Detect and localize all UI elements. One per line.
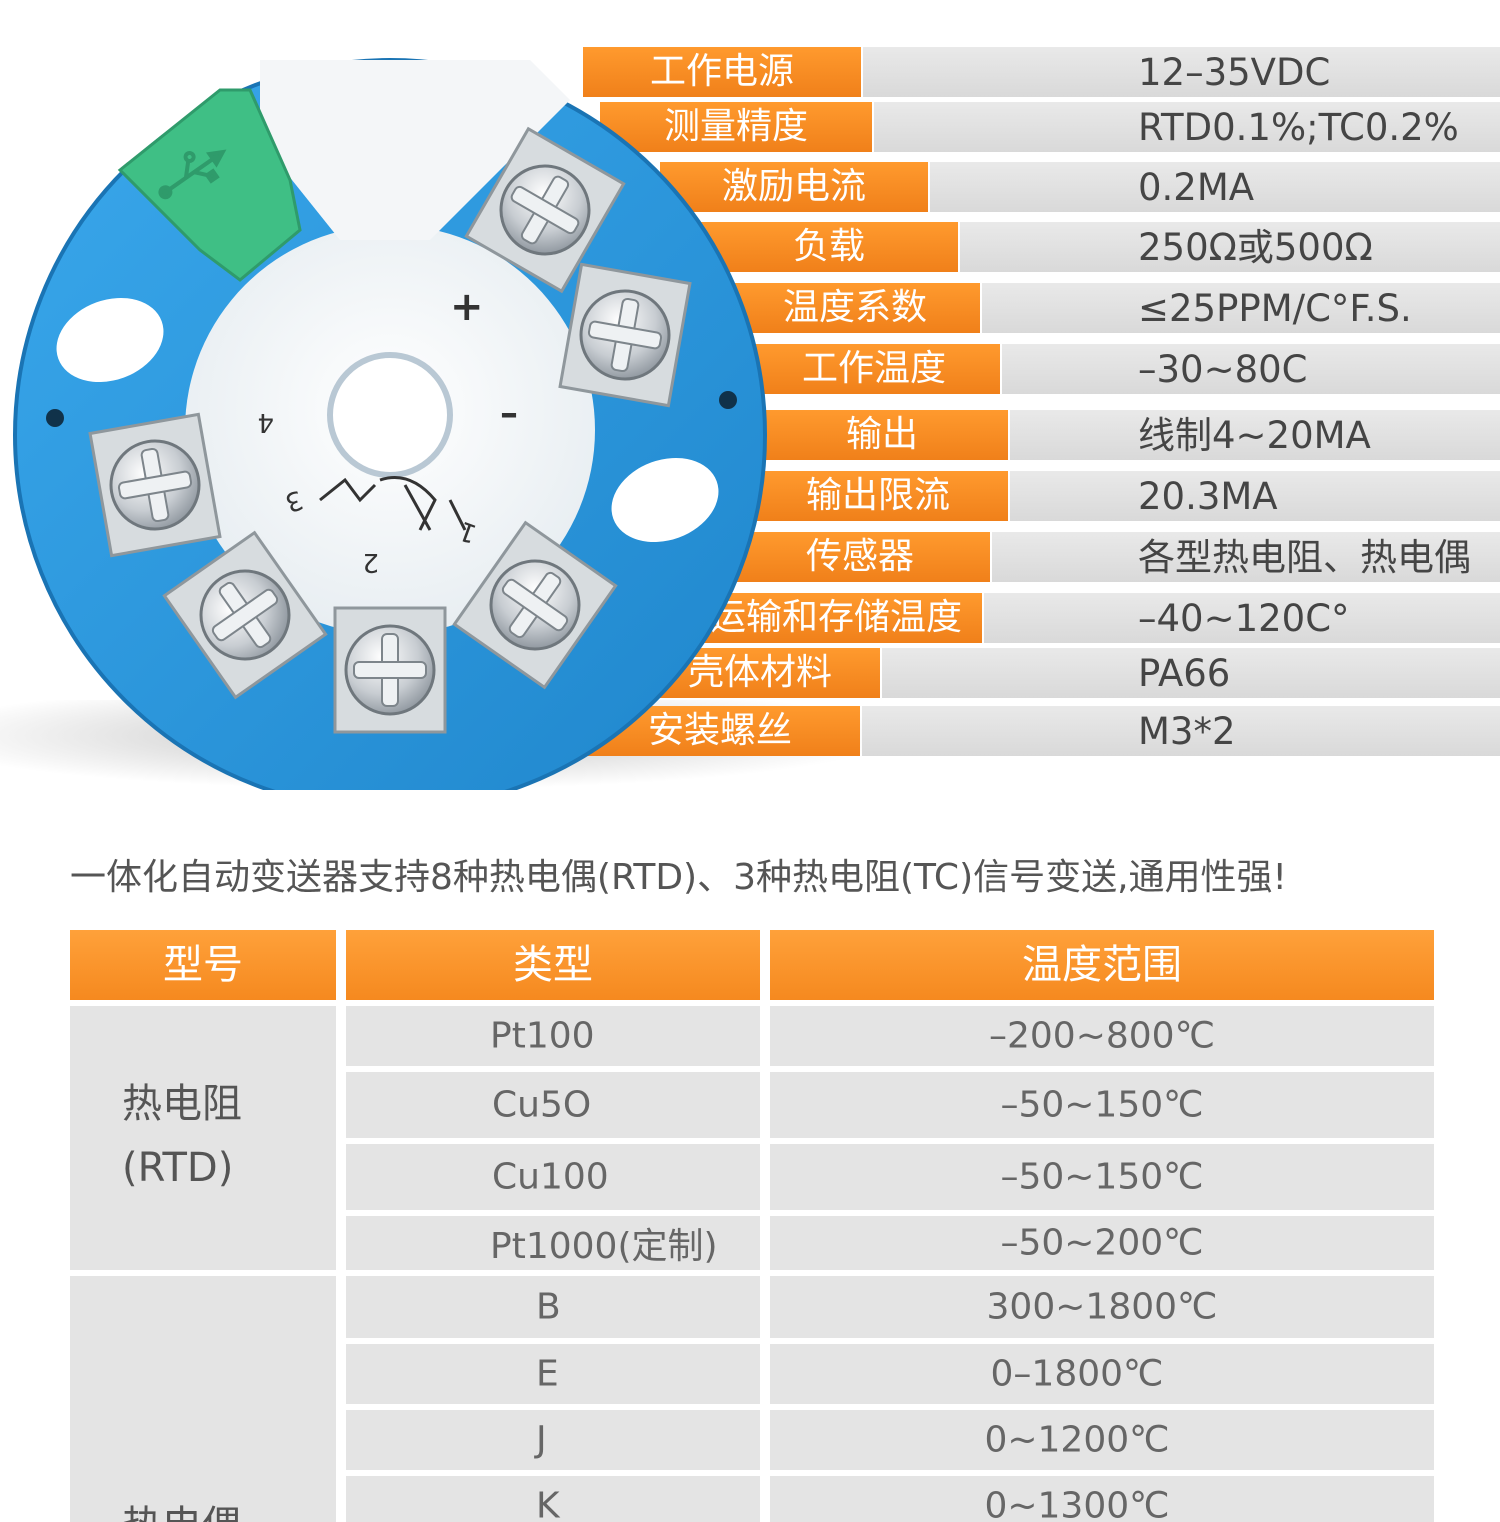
spec-label: 运输和存储温度 [690,593,982,643]
terminal-5 [333,606,447,734]
cell-range: 0~1300℃ [984,1485,1170,1522]
center-hole [327,352,453,478]
cell-range: 300~1800℃ [986,1286,1218,1328]
spec-section: 工作电源 12–35VDC 测量精度 RTD0.1%;TC0.2% 激励电流 0… [0,47,1500,790]
table-row: Pt100 –200~800℃ [346,1006,1434,1066]
spec-value: 250Ω或500Ω [1138,226,1373,269]
spec-row-output: 输出 线制4~20MA [756,410,1500,460]
table-group-rtd: 热电阻 (RTD) [70,1006,336,1270]
spec-label: 输出限流 [748,471,1008,521]
cell-range: –200~800℃ [988,1015,1216,1057]
terminal-3 [88,412,222,558]
spec-value: –40~120C° [1138,597,1350,640]
spec-value: –30~80C [1138,348,1308,391]
spec-value: 12–35VDC [1138,51,1331,94]
terminal-mark-plus: + [450,284,484,330]
spec-row-working-temp: 工作温度 –30~80C [748,344,1500,394]
wiring-symbol-icon [319,476,467,531]
spec-row-sensor: 传感器 各型热电阻、热电偶 [730,532,1500,582]
terminal-6 [452,520,618,690]
terminal-2 [558,262,692,408]
cell-type: Cu5O [492,1084,592,1126]
caption-text: 一体化自动变送器支持8种热电偶(RTD)、3种热电阻(TC)信号变送,通用性强! [70,857,1287,898]
sensor-range-table: 型号 类型 温度范围 热电阻 (RTD) Pt100 –200~800℃ Cu5… [70,930,1434,1522]
cell-type: Pt1000(定制) [490,1226,718,1267]
spec-value: M3*2 [1138,710,1236,753]
spec-value: 各型热电阻、热电偶 [1138,536,1471,579]
group-label-line1: 热电阻 [122,1081,242,1127]
spec-label: 负载 [700,222,958,272]
spec-value: 20.3MA [1138,475,1278,518]
cell-range: 0–1800℃ [990,1353,1164,1395]
table-row: Cu5O –50~150℃ [346,1072,1434,1138]
spec-value: RTD0.1%;TC0.2% [1138,106,1459,149]
spec-row-load: 负载 250Ω或500Ω [700,222,1500,272]
cell-range: 0~1200℃ [984,1419,1170,1461]
terminal-mark-minus: – [500,393,518,434]
spec-label: 输出 [756,410,1008,460]
spec-label: 测量精度 [600,102,872,152]
table-row: K 0~1300℃ [346,1476,1434,1522]
spec-row-temp-coefficient: 温度系数 ≤25PPM/C°F.S. [730,283,1500,333]
spec-row-storage-temp: 运输和存储温度 –40~120C° [690,593,1500,643]
table-header-model: 型号 [70,930,336,1000]
table-group-tc: 热电偶 [70,1276,336,1522]
spec-label: 激励电流 [660,162,928,212]
cell-range: –50~150℃ [1000,1084,1204,1126]
usb-cover [117,88,302,282]
spec-label: 工作电源 [583,47,861,97]
spec-label: 传感器 [730,532,990,582]
spec-row-excitation: 激励电流 0.2MA [660,162,1500,212]
cell-type: Cu100 [492,1156,609,1198]
spec-row-accuracy: 测量精度 RTD0.1%;TC0.2% [600,102,1500,152]
terminal-1 [464,126,626,294]
cell-type: Pt100 [490,1015,595,1057]
spec-label: 温度系数 [730,283,980,333]
mounting-slot-right [611,457,719,543]
spec-value: PA66 [1138,652,1231,695]
cell-range: –50~150℃ [1000,1156,1204,1198]
cell-type: J [536,1419,547,1461]
cell-range: –50~200℃ [1000,1222,1204,1264]
table-header-type: 类型 [346,930,760,1000]
spec-row-power: 工作电源 12–35VDC [583,47,1500,97]
cell-type: K [536,1485,560,1522]
spec-value: ≤25PPM/C°F.S. [1138,287,1412,330]
table-row: J 0~1200℃ [346,1410,1434,1470]
table-row: Pt1000(定制) –50~200℃ [346,1216,1434,1270]
spec-value: 线制4~20MA [1138,414,1371,457]
spec-value: 0.2MA [1138,166,1255,209]
table-row: E 0–1800℃ [346,1344,1434,1404]
spec-row-output-limit: 输出限流 20.3MA [748,471,1500,521]
transmitter-device-image: + – 4 3 2 1 [13,58,767,790]
group-label-line2: (RTD) [122,1145,234,1191]
terminal-4 [162,530,328,700]
terminal-mark-2: 2 [362,547,379,577]
mounting-slot-left [56,297,164,383]
table-header-range: 温度范围 [770,930,1434,1000]
spec-label: 工作温度 [748,344,1000,394]
cell-type: E [536,1353,559,1395]
cell-type: B [536,1286,561,1328]
group-label-line1: 热电偶 [122,1494,242,1522]
usb-icon [158,149,227,200]
table-row: Cu100 –50~150℃ [346,1144,1434,1210]
terminal-mark-4: 4 [257,407,274,437]
table-row: B 300~1800℃ [346,1276,1434,1338]
